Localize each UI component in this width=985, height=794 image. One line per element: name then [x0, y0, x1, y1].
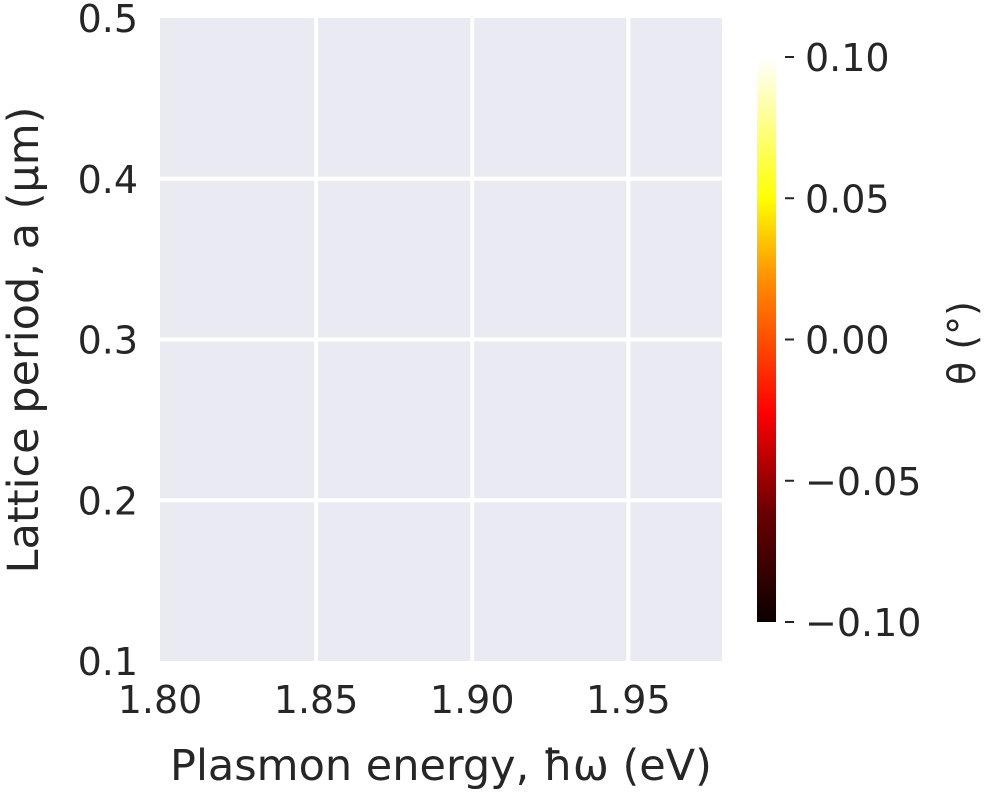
- y-tick-label: 0.5: [78, 0, 138, 41]
- x-tick-label: 1.80: [118, 678, 203, 722]
- colorbar-tick-label: −0.10: [805, 601, 921, 645]
- x-axis-label: Plasmon energy, ħω (eV): [170, 741, 712, 791]
- x-axis-ticks: 1.80 1.85 1.90 1.95: [118, 678, 671, 722]
- y-tick-label: 0.1: [78, 640, 138, 684]
- y-tick-label: 0.2: [78, 479, 138, 523]
- gridlines: [160, 18, 722, 661]
- x-tick-label: 1.95: [586, 678, 671, 722]
- colorbar-tick-label: 0.00: [805, 319, 890, 363]
- colorbar-ticks: −0.10 −0.05 0.00 0.05 0.10: [785, 36, 921, 645]
- colorbar-tick-label: 0.05: [805, 177, 890, 221]
- colorbar: [757, 57, 776, 622]
- y-axis-label: Lattice period, a (μm): [0, 107, 49, 574]
- x-tick-label: 1.90: [430, 678, 515, 722]
- y-axis-ticks: 0.1 0.2 0.3 0.4 0.5: [78, 0, 138, 684]
- y-tick-label: 0.4: [78, 158, 138, 202]
- x-tick-label: 1.85: [274, 678, 359, 722]
- colorbar-label: θ (°): [940, 301, 984, 385]
- y-tick-label: 0.3: [78, 319, 138, 363]
- colorbar-tick-label: 0.10: [805, 36, 890, 80]
- colorbar-tick-label: −0.05: [805, 460, 921, 504]
